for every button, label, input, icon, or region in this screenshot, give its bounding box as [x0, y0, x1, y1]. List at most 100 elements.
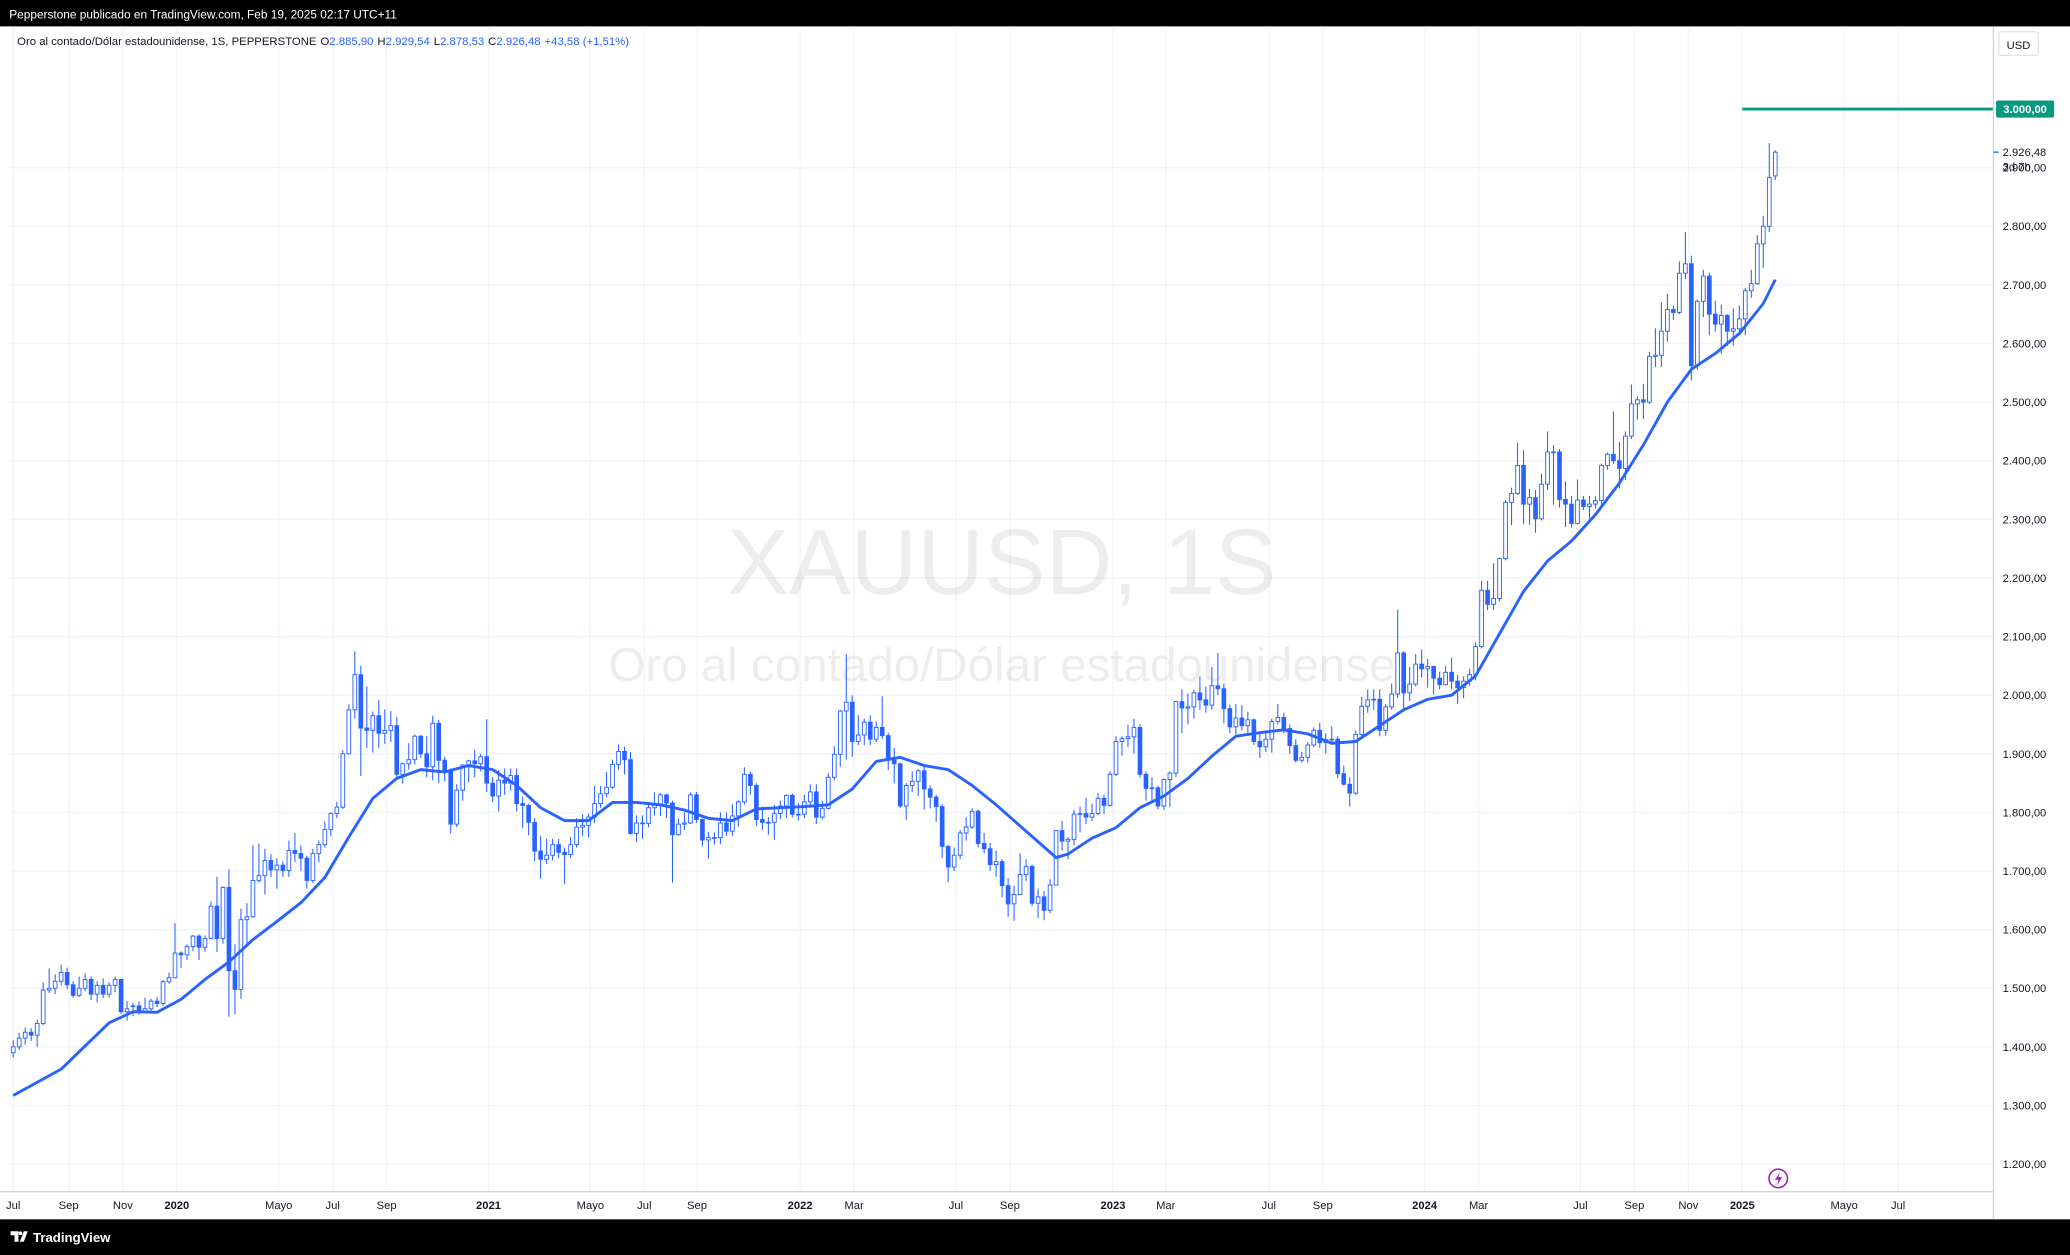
candle-body — [1017, 874, 1023, 895]
candle-body — [1281, 717, 1287, 730]
alert-icon[interactable] — [1768, 1168, 1789, 1189]
candle-body — [1719, 314, 1724, 325]
publisher: Pepperstone publicado en TradingView.com… — [9, 7, 397, 21]
candle-body — [933, 796, 939, 808]
x-tick-label: Jul — [1262, 1200, 1276, 1212]
legend-key: H — [377, 34, 386, 48]
candle-body — [244, 916, 250, 921]
legend: Oro al contado/Dólar estadounidense, 1S,… — [17, 34, 633, 47]
x-tick-label: Mayo — [1830, 1200, 1857, 1212]
legend-value: 2.878,53 — [440, 34, 485, 48]
candle-body — [556, 844, 561, 853]
candle-body — [580, 824, 585, 828]
candle-body — [328, 813, 334, 830]
candle-body — [1245, 719, 1251, 727]
candle-body — [1677, 272, 1682, 313]
top-bar — [0, 0, 2070, 27]
candle-body — [837, 710, 843, 755]
candle-body — [879, 726, 885, 737]
candle-body — [634, 822, 639, 834]
candle-body — [472, 760, 478, 765]
candle-body — [316, 844, 322, 854]
y-tick-label: 1.200,00 — [2003, 1159, 2047, 1171]
candle-body — [1191, 692, 1197, 708]
candle-body — [322, 828, 328, 846]
candle-body — [1659, 330, 1664, 356]
x-tick-label: Sep — [1313, 1200, 1333, 1212]
y-tick-label: 1.500,00 — [2003, 983, 2047, 995]
candle-body — [88, 979, 94, 995]
candle-body — [166, 977, 172, 983]
candle-body — [819, 807, 825, 818]
currency-box[interactable] — [1998, 31, 2039, 57]
candle-body — [616, 751, 621, 765]
candle-body — [520, 803, 525, 806]
candle-body — [1455, 680, 1460, 689]
brand-logo[interactable] — [10, 1231, 28, 1242]
candle-body — [1617, 460, 1622, 469]
candle-body — [1143, 773, 1149, 789]
candle-body — [358, 674, 364, 729]
candle-body — [418, 735, 424, 755]
y-tick-label: 1.300,00 — [2003, 1100, 2047, 1112]
candle-body — [843, 701, 849, 712]
candle-body — [1736, 318, 1742, 330]
candle-body — [921, 770, 927, 790]
candle-body — [160, 981, 166, 1004]
candle-body — [304, 857, 310, 881]
candle-body — [280, 864, 286, 871]
candle-body — [538, 850, 543, 860]
x-tick-label: Jul — [949, 1200, 963, 1212]
candle-body — [352, 674, 358, 711]
candle-body — [1473, 646, 1478, 676]
candle-body — [790, 794, 795, 815]
candle-body — [969, 810, 975, 828]
candle-body — [178, 952, 184, 956]
candle-body — [1071, 813, 1077, 840]
x-tick-label: 2021 — [476, 1200, 501, 1212]
candle-body — [1557, 451, 1562, 500]
x-tick-label: 2022 — [788, 1200, 813, 1212]
watermark: XAUUSD, 1S Oro al contado/Dólar estadoun… — [608, 510, 1395, 692]
y-tick-label: 1.700,00 — [2003, 866, 2047, 878]
y-tick-label: 1.800,00 — [2003, 807, 2047, 819]
y-tick-label: 2.600,00 — [2003, 338, 2047, 350]
legend-value: 2.926,48 — [496, 34, 541, 48]
y-tick-label: 2.200,00 — [2003, 573, 2047, 585]
candle-body — [975, 810, 981, 844]
watermark-name: Oro al contado/Dólar estadounidense — [608, 639, 1395, 692]
candle-body — [712, 837, 717, 839]
candle-body — [124, 1008, 130, 1013]
y-tick-label: 2.700,00 — [2003, 280, 2047, 292]
candle-body — [1209, 685, 1215, 706]
candle-body — [873, 726, 879, 740]
candle-body — [1479, 589, 1484, 648]
candle-body — [831, 753, 837, 778]
candle-body — [1215, 685, 1221, 690]
x-tick-label: Sep — [687, 1200, 707, 1212]
candle-body — [718, 822, 723, 839]
legend-value: 2.929,54 — [385, 34, 430, 48]
legend-key: C — [488, 34, 497, 48]
candle-body — [1437, 677, 1442, 686]
candle-body — [1742, 290, 1748, 320]
candle-body — [963, 826, 969, 834]
candle-body — [1527, 497, 1532, 505]
candle-body — [1497, 558, 1502, 599]
legend-change: +43,58 (+1,51%) — [544, 34, 630, 48]
candle-body — [1754, 243, 1760, 285]
candle-body — [154, 1000, 160, 1004]
candle-body — [772, 813, 777, 823]
candle-body — [52, 980, 58, 989]
candle-body — [1299, 756, 1305, 761]
candle-body — [778, 805, 783, 815]
candle-body — [496, 779, 501, 797]
x-tick-label: Mar — [844, 1200, 864, 1212]
candle-body — [250, 879, 256, 918]
candle-body — [100, 984, 106, 995]
candle-body — [897, 763, 903, 807]
candle-body — [16, 1037, 22, 1048]
candle-body — [1167, 772, 1173, 781]
candle-body — [1059, 830, 1065, 842]
